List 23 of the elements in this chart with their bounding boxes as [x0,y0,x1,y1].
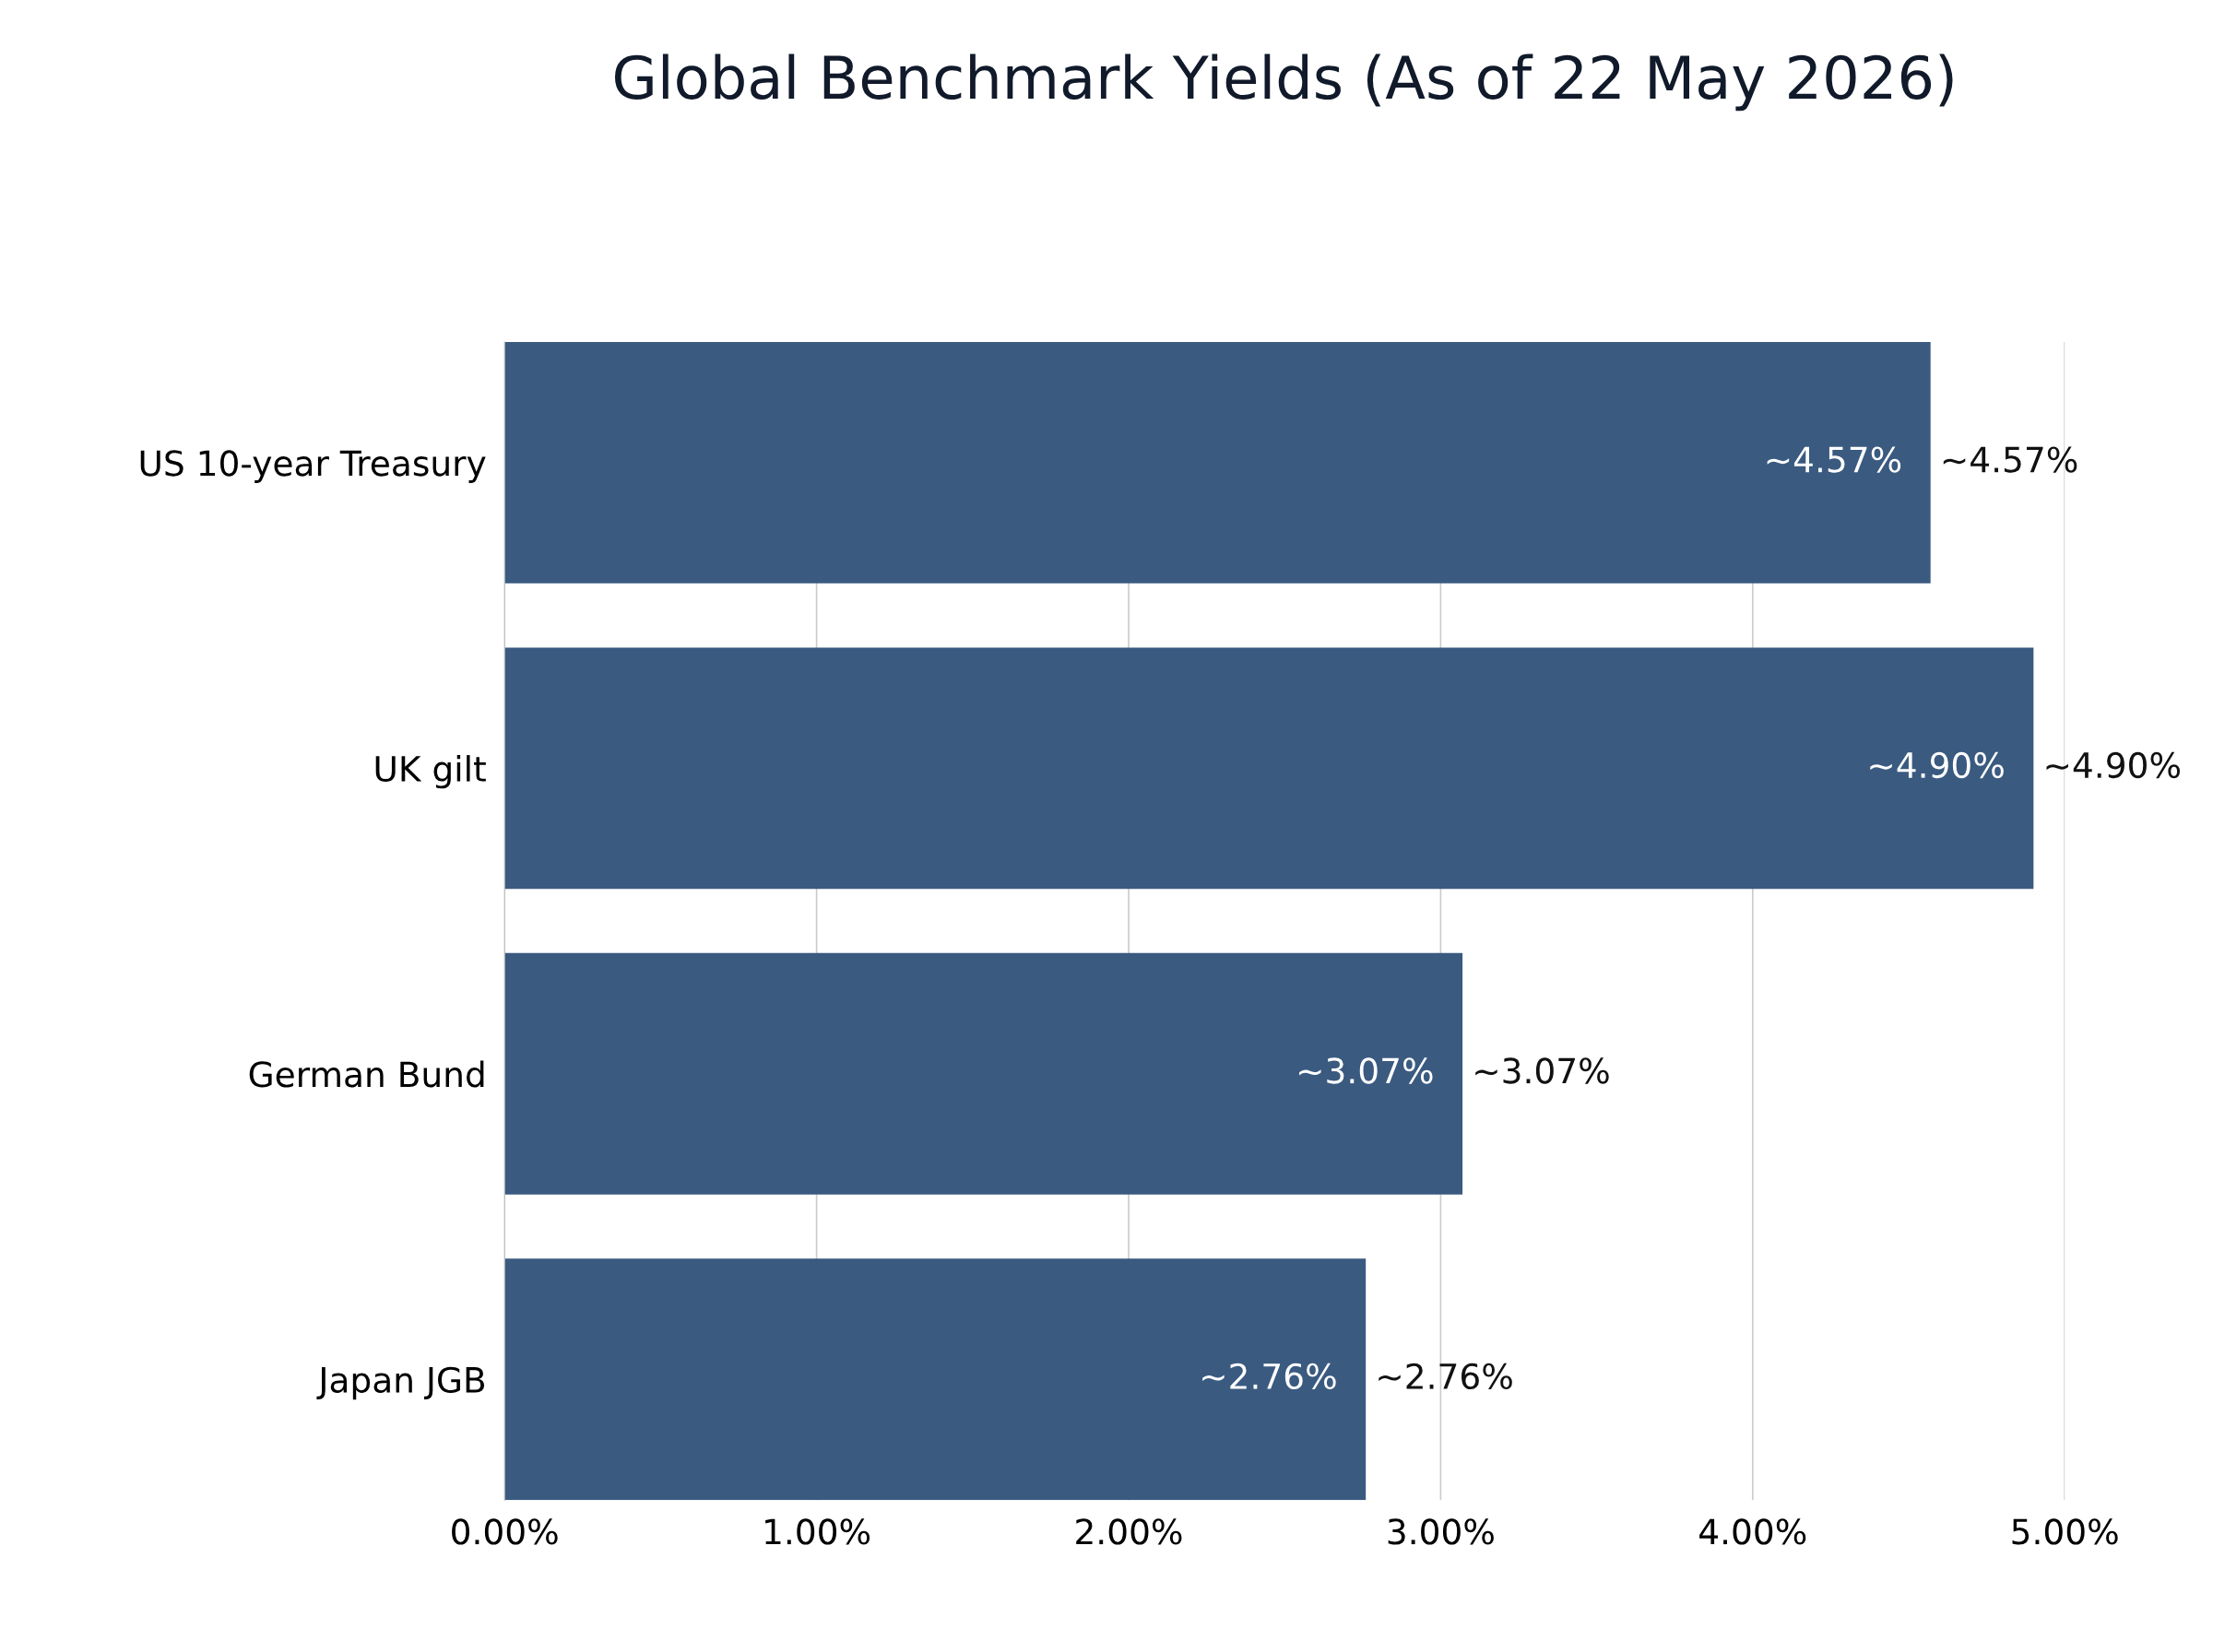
data-label: ~4.57% [1767,446,1901,473]
x-tick-label: 3.00% [1388,1518,1494,1545]
y-tick-label: Japan JGB [316,1366,485,1400]
y-tick-label: US 10-year Treasury [140,450,486,483]
text: ~2.76% [1379,1363,1512,1390]
bar [504,341,1931,584]
chart-title: Global Benchmark Yields (As of 22 May 2026) [614,53,1953,112]
data-label: ~4.90% [1870,751,2004,779]
y-tick-label: German Bund [249,1060,484,1088]
bar [504,952,1463,1195]
text: ~4.57% [1943,446,2077,473]
data-label: ~2.76% [1202,1363,1336,1390]
data-label: ~3.07% [1299,1057,1433,1084]
y-tick-label: UK gilt [375,755,486,789]
x-tick-label: 0.00% [452,1518,558,1545]
x-tick-label: 4.00% [1699,1518,1806,1545]
x-tick-label: 5.00% [2012,1518,2118,1545]
text: ~4.90% [2046,751,2180,779]
bar [504,1258,1367,1501]
bar [504,647,2034,890]
x-tick-label: 1.00% [765,1518,870,1545]
x-tick-label: 2.00% [1076,1518,1182,1545]
text: ~3.07% [1475,1057,1609,1084]
